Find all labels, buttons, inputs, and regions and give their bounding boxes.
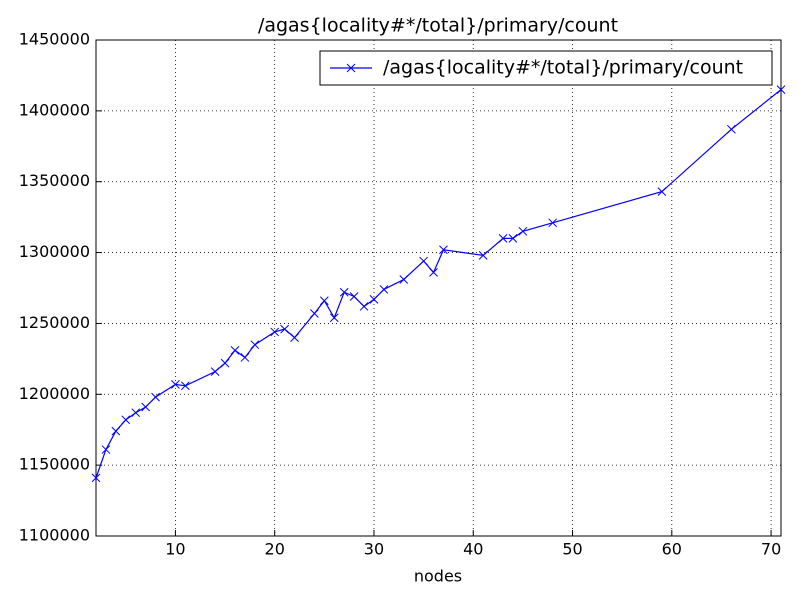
data-point (111, 426, 121, 436)
data-point (270, 327, 280, 337)
plot-frame (95, 39, 782, 537)
data-point (329, 313, 339, 323)
x-tick-label: 70 (761, 540, 781, 559)
x-tick-label: 60 (662, 540, 682, 559)
data-point (429, 268, 438, 277)
data-point (101, 445, 111, 454)
x-tick-label: 50 (562, 540, 582, 559)
y-tick-label: 1400000 (19, 100, 90, 119)
data-point (121, 415, 131, 425)
data-point (727, 124, 736, 134)
data-point (141, 402, 150, 412)
data-point (498, 234, 508, 243)
x-tick-label: 20 (265, 540, 285, 559)
data-point (180, 381, 190, 391)
data-point (91, 473, 101, 483)
data-point (250, 340, 260, 350)
legend-label: /agas{locality#*/total}/primary/count (383, 57, 743, 79)
data-point (478, 251, 488, 260)
y-tick-label: 1100000 (19, 526, 90, 545)
data-point (419, 256, 428, 266)
data-point (171, 380, 180, 389)
data-point (508, 234, 518, 243)
chart-title: /agas{locality#*/total}/primary/count (258, 15, 618, 37)
data-point (399, 275, 409, 284)
data-point (131, 408, 141, 418)
data-point (369, 294, 379, 304)
data-point (230, 346, 240, 355)
x-axis-label: nodes (414, 567, 462, 586)
y-tick-label: 1150000 (19, 455, 90, 474)
data-point (518, 226, 528, 236)
y-tick-label: 1300000 (19, 242, 90, 261)
data-point (548, 218, 558, 228)
y-tick-label: 1250000 (19, 313, 90, 332)
data-point (220, 358, 230, 368)
data-point (240, 353, 250, 362)
data-point (776, 85, 786, 94)
data-point (319, 296, 329, 306)
y-tick-label: 1350000 (19, 171, 90, 190)
data-point (439, 245, 448, 255)
x-tick-label: 10 (165, 540, 185, 559)
data-point (349, 292, 359, 301)
y-tick-label: 1450000 (19, 30, 90, 49)
legend-marker (346, 63, 356, 73)
data-point (339, 287, 349, 297)
y-tick-label: 1200000 (19, 384, 90, 403)
data-point (657, 187, 667, 196)
data-point (210, 367, 220, 376)
x-tick-label: 30 (364, 540, 384, 559)
legend-box (319, 50, 773, 86)
data-point (379, 285, 389, 294)
data-point (310, 309, 319, 318)
data-point (359, 302, 369, 311)
x-tick-label: 40 (463, 540, 483, 559)
data-point (280, 324, 289, 334)
data-point (151, 392, 160, 402)
data-point (290, 333, 299, 342)
